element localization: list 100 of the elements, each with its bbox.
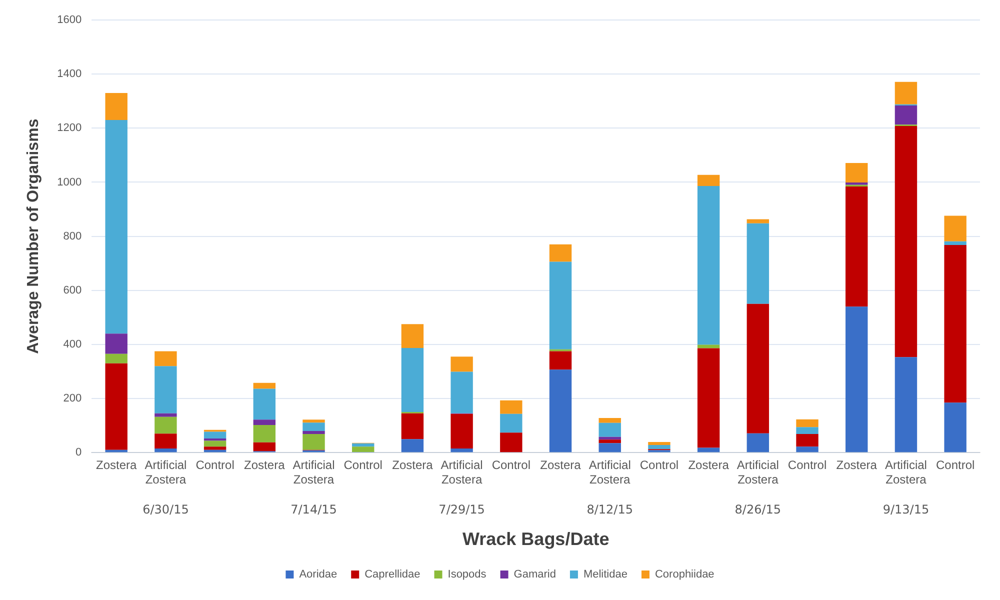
bar [253,420,276,426]
bar [253,442,276,452]
bar [253,382,276,389]
x-tick-label: Artificial Zostera [292,458,335,487]
bar [154,413,177,417]
bar [894,126,918,358]
bar [697,348,720,448]
bar [894,105,918,125]
bar [105,354,128,364]
text: 9/13/15 [882,502,930,517]
text: 8/12/15 [586,502,633,517]
bar [500,432,522,452]
bar [204,446,226,450]
x-tick-label: Control [936,458,975,472]
y-tick-label: 0 [76,446,82,459]
y-axis-title: Average Number of Organisms [25,118,42,354]
bar [154,351,177,366]
x-tick-label: Zostera [96,458,138,472]
x-tick-label: Zostera [688,458,730,472]
bar [846,182,868,185]
text: 7/14/15 [290,502,337,517]
legend-label: Caprellidae [364,568,420,581]
bar [598,436,621,440]
legend-label: Gamarid [514,568,556,581]
bar [500,400,522,414]
bar [302,422,325,431]
legend-label: Melitidae [583,568,628,581]
bar [253,425,276,442]
y-tick-label: 1000 [57,176,82,188]
text: 6/30/15 [142,502,189,517]
bar [796,427,818,434]
bar [746,223,770,304]
bar [648,442,670,446]
bar [401,348,424,412]
bar [944,402,966,452]
bar [105,120,128,334]
x-tick-label: Artificial Zostera [440,458,483,487]
bar [154,416,177,434]
x-tick-label: Control [640,458,679,472]
x-tick-label: Artificial Zostera [736,458,779,487]
bar [549,370,572,452]
bar [549,351,572,370]
bar [105,93,128,120]
y-tick-label: 1200 [57,122,82,134]
y-tick-label: 400 [63,338,82,350]
bar [204,450,226,452]
bar [105,363,128,450]
bar [598,443,621,452]
bar [450,414,473,449]
y-tick-label: 200 [63,392,82,405]
bar [944,241,966,245]
bar [204,432,226,439]
legend-label: Isopods [448,568,487,581]
legend-label: Corophiidae [654,568,714,581]
bar [796,434,818,447]
y-tick-label: 600 [63,284,82,296]
x-tick-label: Zostera [244,458,286,472]
bar [697,186,720,345]
bar [401,324,424,348]
bar [253,388,276,420]
bar [302,430,325,434]
bar [302,434,325,450]
bar [796,446,818,452]
bar [697,344,720,348]
x-tick-label: Artificial Zostera [144,458,187,487]
bar [450,356,473,372]
bar [401,439,424,452]
bar [105,334,128,354]
bar [352,443,374,447]
bar [598,422,621,437]
bar [302,420,325,423]
bar [796,419,818,428]
bar [598,418,621,423]
legend-label: Aoridae [299,568,338,581]
x-tick-label: Control [196,458,234,472]
bar [450,372,473,414]
bar [697,174,720,186]
bar [549,244,572,262]
x-tick-label: Zostera [540,458,582,472]
bar [648,445,670,450]
bar [746,219,770,224]
bar [894,82,918,104]
bar [154,366,177,414]
y-tick-label: 800 [63,230,82,242]
bar [746,304,770,434]
bar [894,357,918,452]
x-tick-label: Control [492,458,531,472]
bar [352,446,374,452]
bar [846,163,868,182]
y-tick-label: 1400 [57,68,82,80]
text: 7/29/15 [438,502,485,517]
bar [846,306,868,452]
bar [154,434,177,449]
x-tick-label: Control [788,458,827,472]
bar [401,413,424,440]
x-tick-label: Artificial Zostera [588,458,631,487]
x-tick-label: Artificial Zostera [884,458,927,487]
x-tick-label: Control [344,458,382,472]
bar [204,440,226,447]
bar [746,433,770,452]
